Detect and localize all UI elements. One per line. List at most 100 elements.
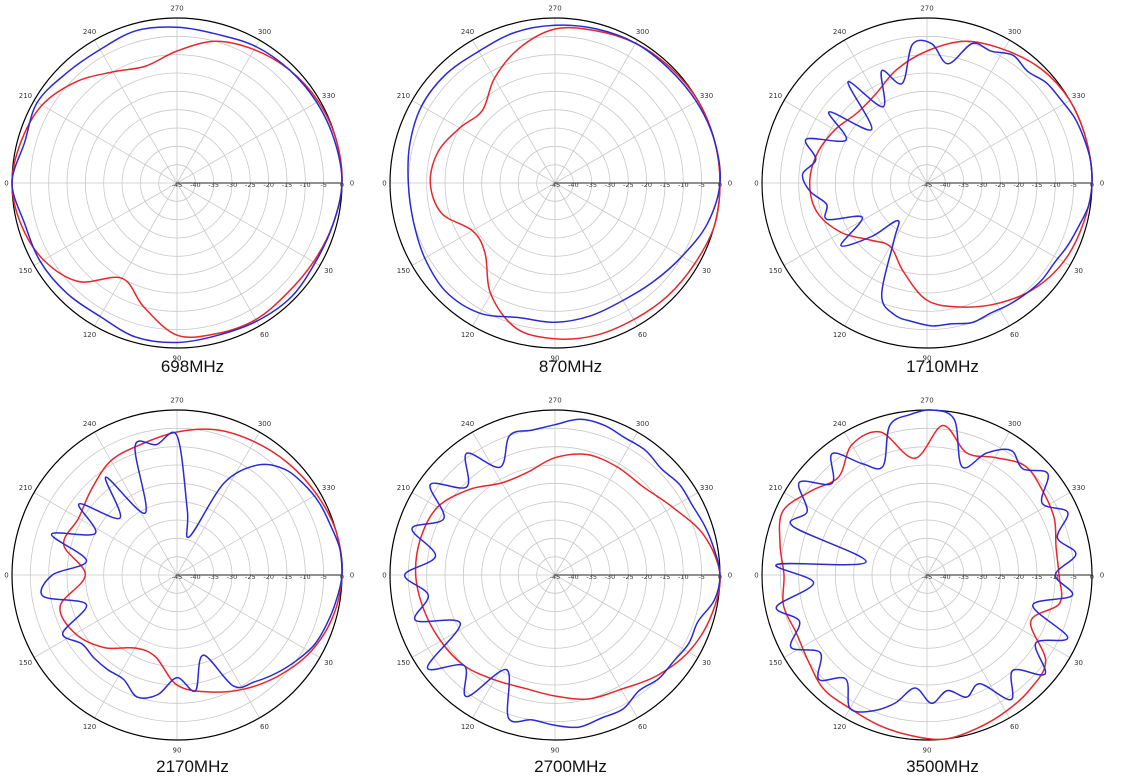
angle-tick-label: 0 [1100,180,1104,188]
radial-tick-label: -30 [977,181,988,189]
angle-tick-label: 120 [833,331,846,339]
angle-tick-label: 330 [1072,484,1085,492]
angle-tick-label: 90 [551,355,560,363]
angle-tick-label: 90 [551,747,560,755]
angle-tick-label: 330 [1072,92,1085,100]
angle-tick-label: 270 [548,5,561,13]
radial-tick-label: -45 [922,181,933,189]
grid-spoke [176,492,321,576]
angle-tick-label: 180 [382,180,387,188]
radial-tick-label: -25 [245,573,256,581]
series-line-blue [40,431,343,699]
radial-tick-label: -10 [1050,181,1061,189]
radial-tick-label: 0 [1090,573,1094,581]
angle-tick-label: 240 [833,420,846,428]
radial-tick-label: -45 [172,181,183,189]
angle-tick-label: 240 [833,28,846,36]
series-line-blue [801,39,1093,327]
radial-tick-label: -45 [550,181,561,189]
angle-tick-label: 120 [833,723,846,731]
polar-chart-3500mhz: -45 -40 -35 -30 -25 -20 -15 -10 -5 0 0306090120150… [754,397,1104,755]
grid-spoke [33,100,178,184]
grid-spoke [554,574,638,719]
radial-tick-label: -15 [1032,573,1043,581]
angle-tick-label: 150 [19,267,32,275]
angle-tick-label: 90 [173,747,182,755]
grid-spoke [176,182,321,266]
radial-tick-label: -15 [660,573,671,581]
angle-tick-label: 60 [638,723,647,731]
radial-tick-label: -35 [958,181,969,189]
angle-tick-label: 150 [769,659,782,667]
grid-spoke [926,182,1010,327]
radial-tick-label: -35 [586,573,597,581]
radial-tick-label: -40 [568,573,579,581]
grid-spoke [926,100,1071,184]
grid-spoke [926,574,1010,719]
grid-spoke [783,492,928,576]
angle-tick-label: 270 [548,397,561,405]
grid-spoke [176,182,260,327]
radial-tick-label: -20 [263,573,274,581]
radial-tick-label: -40 [190,181,201,189]
angle-tick-label: 240 [83,28,96,36]
panel-2700mhz: -45 -40 -35 -30 -25 -20 -15 -10 -5 0 0 30 60 90 120 150… [382,392,759,783]
grid-spoke [783,100,928,184]
angle-tick-label: 150 [19,659,32,667]
grid-spoke [411,182,556,266]
angle-tick-label: 60 [260,723,269,731]
radial-tick-label: -30 [977,573,988,581]
grid-spoke [844,39,928,184]
angle-tick-label: 120 [83,331,96,339]
angle-tick-label: 90 [923,747,932,755]
grid-spoke [472,574,556,719]
grid-spoke [554,100,699,184]
angle-tick-label: 210 [19,92,32,100]
grid-spoke [94,574,178,719]
radial-tick-label: -35 [208,573,219,581]
angle-tick-label: 330 [700,484,713,492]
angle-tick-label: 120 [83,723,96,731]
grid-spoke [554,492,699,576]
angle-tick-label: 300 [636,28,649,36]
angle-tick-label: 0 [350,180,354,188]
radial-tick-label: -5 [1070,573,1076,581]
angle-tick-label: 30 [324,267,333,275]
caption-870mhz: 870MHz [538,357,603,376]
radial-tick-label: -40 [568,181,579,189]
series-line-red [778,424,1063,741]
angle-tick-label: 90 [923,355,932,363]
angle-tick-label: 330 [700,92,713,100]
panel-2170mhz: -45 -40 -35 -30 -25 -20 -15 -10 -5 0 0 30 60 90 120 150… [4,392,381,783]
angle-tick-label: 180 [754,572,759,580]
angle-tick-label: 270 [170,5,183,13]
angle-tick-label: 300 [636,420,649,428]
grid-spoke [554,182,699,266]
angle-tick-label: 0 [728,572,732,580]
grid-spoke [844,431,928,576]
radial-tick-label: -25 [995,573,1006,581]
angle-tick-label: 150 [397,267,410,275]
angle-tick-label: 210 [397,484,410,492]
radial-tick-label: -5 [698,573,704,581]
angle-tick-label: 30 [702,659,711,667]
series-line-blue [775,409,1077,713]
angle-tick-label: 240 [461,28,474,36]
grid-spoke [94,182,178,327]
angle-tick-label: 270 [170,397,183,405]
caption-2170mhz: 2170MHz [156,757,229,776]
polar-chart-870mhz: -45 -40 -35 -30 -25 -20 -15 -10 -5 0 0306090120150… [382,5,732,363]
caption-698mhz: 698MHz [160,357,225,376]
series-line-red [808,40,1093,308]
angle-tick-label: 180 [4,180,9,188]
angle-tick-label: 210 [769,484,782,492]
grid-spoke [472,39,556,184]
series-line-blue [407,24,722,324]
radial-tick-label: -20 [1013,181,1024,189]
grid-spoke [411,492,556,576]
angle-tick-label: 30 [702,267,711,275]
grid-spoke [176,431,260,576]
radial-tick-label: -15 [1032,181,1043,189]
radial-tick-label: -20 [1013,573,1024,581]
angle-tick-label: 150 [769,267,782,275]
